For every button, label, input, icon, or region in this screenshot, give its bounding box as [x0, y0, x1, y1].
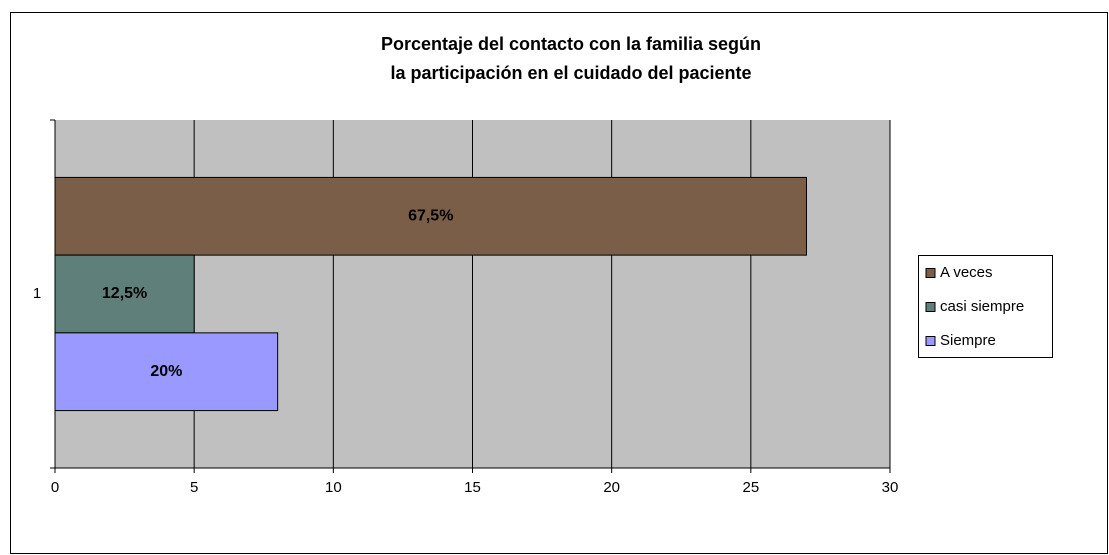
- legend-label: casi siempre: [940, 298, 1024, 315]
- x-tick-label: 10: [325, 479, 342, 496]
- bar: [54, 332, 279, 412]
- x-tick-label: 30: [882, 479, 899, 496]
- x-tick-label: 20: [603, 479, 620, 496]
- value-label: 12,5%: [102, 285, 147, 302]
- legend-swatch: [925, 302, 936, 312]
- y-tick-label: 1: [33, 285, 41, 302]
- x-tick-label: 5: [190, 479, 198, 496]
- value-label: 20%: [150, 363, 182, 380]
- x-tick-label: 0: [51, 479, 59, 496]
- x-tick-label: 25: [742, 479, 759, 496]
- bar: [54, 254, 195, 334]
- legend-label: Siempre: [940, 332, 996, 349]
- value-label: 67,5%: [408, 207, 453, 224]
- bar: [54, 176, 807, 256]
- chart-title: la participación en el cuidado del pacie…: [390, 63, 751, 83]
- legend-swatch: [925, 336, 936, 346]
- legend-label: A veces: [940, 264, 993, 281]
- chart-title: Porcentaje del contacto con la familia s…: [381, 34, 761, 54]
- legend-box: [918, 255, 1053, 358]
- legend-swatch: [925, 268, 936, 278]
- x-tick-label: 15: [464, 479, 481, 496]
